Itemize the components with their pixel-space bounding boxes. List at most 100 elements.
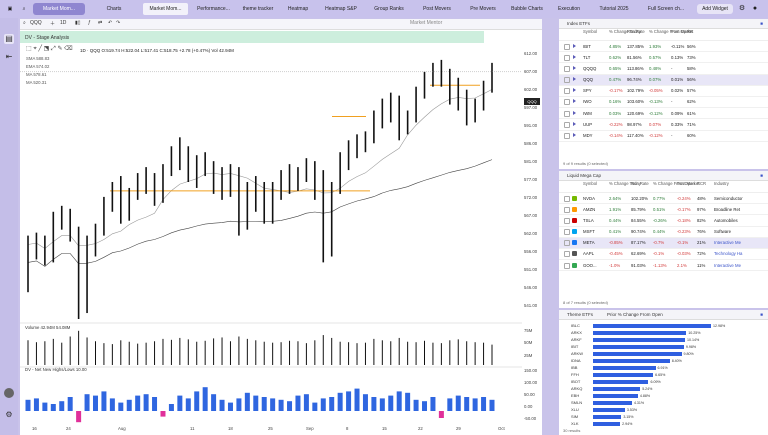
compare-icon[interactable]: ⇄ [98, 20, 103, 26]
table-row[interactable]: AAPL -0.45% 62.69% -0.1% -0.03% 72% Technology… [559, 249, 768, 261]
megacap-col-1[interactable]: % Change Today [609, 181, 641, 186]
table-row[interactable]: SPY -0.17% 102.79% -0.05% 0.02% 57% [559, 86, 768, 97]
table-row[interactable]: AMZN 1.91% 85.79% 0.51% -0.17% 97% Broadline R… [559, 204, 768, 216]
toolbar-symbol[interactable]: QQQ [30, 20, 42, 26]
table-row[interactable]: META -0.85% 87.17% -0.7% -0.1% 21% Interactive… [559, 237, 768, 249]
expand-icon[interactable] [573, 77, 576, 82]
theme-bar[interactable] [593, 330, 687, 335]
tab-bubble-charts[interactable]: Bubble Charts [511, 6, 543, 12]
timeframe-label[interactable]: 1D [60, 20, 67, 26]
user-icon[interactable]: ● [752, 5, 758, 12]
index-col-1[interactable]: % Change Today [609, 29, 641, 34]
row-checkbox[interactable] [564, 251, 570, 258]
index-col-0[interactable]: Symbol [583, 29, 597, 34]
tab-post-movers[interactable]: Post Movers [423, 6, 451, 12]
tab-theme-tracker[interactable]: theme tracker [242, 6, 274, 12]
expand-icon[interactable] [573, 54, 576, 59]
tab-heatmap[interactable]: Heatmap [287, 6, 309, 12]
index-col-3[interactable]: % Change From Open [649, 29, 691, 34]
theme-bar[interactable] [593, 323, 711, 328]
theme-bar[interactable] [593, 351, 682, 356]
add-widget-button[interactable]: Add Widget [697, 4, 733, 14]
row-checkbox[interactable] [564, 43, 570, 50]
undo-icon[interactable]: ↶ [108, 20, 113, 26]
gear-icon[interactable]: ⚙ [738, 5, 746, 12]
row-checkbox[interactable] [564, 240, 570, 247]
redo-icon[interactable]: ↷ [116, 20, 121, 26]
tab-tutorial[interactable]: Tutorial 2025 [599, 6, 629, 12]
table-row[interactable]: GOO... -1.0% 91.03% -1.13% 2.1% 11% Interactiv… [559, 260, 768, 272]
search-icon[interactable]: ⌕ [22, 6, 26, 12]
row-checkbox[interactable] [564, 99, 570, 106]
theme-bar[interactable] [593, 421, 621, 426]
megacap-col-6[interactable]: Industry [714, 181, 729, 186]
theme-bar[interactable] [593, 386, 641, 391]
plus-icon[interactable]: ＋ [50, 21, 56, 27]
panel-menu-icon[interactable]: ■ [760, 21, 763, 26]
row-checkbox[interactable] [564, 121, 570, 128]
expand-icon[interactable] [573, 121, 576, 126]
megacap-col-5[interactable]: RCR [697, 181, 707, 186]
theme-bar[interactable] [593, 344, 684, 349]
megacap-col-3[interactable]: % Change From Open [653, 181, 695, 186]
theme-bar[interactable] [593, 365, 656, 370]
row-checkbox[interactable] [564, 195, 570, 202]
row-checkbox[interactable] [564, 54, 570, 61]
table-row[interactable]: MSFT 0.41% 90.74% 0.44% -0.23% 76% Software [559, 227, 768, 238]
table-row[interactable]: IWO 0.16% 103.60% -0.13% - 62% [559, 97, 768, 109]
collapse-icon[interactable]: ⇤ [5, 52, 13, 61]
row-checkbox[interactable] [564, 65, 570, 72]
theme-etfs-subtitle[interactable]: Prior % Change From Open [607, 312, 663, 317]
table-row[interactable]: QQQQ 0.65% 113.86% 0.48% - 58% [559, 63, 768, 75]
tab-performance[interactable]: Performance... [197, 6, 230, 12]
theme-bar[interactable] [593, 414, 622, 419]
expand-icon[interactable] [573, 99, 576, 104]
index-col-4[interactable]: Post Market [671, 29, 694, 34]
table-row[interactable]: TLT 0.62% 81.56% 0.57% 0.13% 73% [559, 52, 768, 64]
index-col-2[interactable]: Run Rate [627, 29, 645, 34]
table-row[interactable]: MDY -0.14% 117.40% -0.12% - 60% [559, 131, 768, 142]
row-checkbox[interactable] [564, 206, 570, 213]
table-row[interactable]: UUP -0.22% 98.97% 0.07% 0.33% 71% [559, 119, 768, 131]
row-checkbox[interactable] [564, 77, 570, 84]
megacap-col-2[interactable]: Run Rate [631, 181, 649, 186]
expand-icon[interactable] [573, 88, 576, 93]
theme-bar[interactable] [593, 379, 649, 384]
row-checkbox[interactable] [564, 217, 570, 224]
theme-bar[interactable] [593, 358, 670, 363]
market-mentor-label[interactable]: Market Mentor [410, 20, 443, 26]
price-chart[interactable] [20, 41, 522, 424]
theme-bar[interactable] [593, 337, 686, 342]
tab-market-momentum-2[interactable]: Market Mom... [143, 3, 188, 15]
avatar[interactable] [4, 388, 14, 398]
drawing-tools[interactable]: ⬚ ⌖ ╱ ⬔ ⤢ ✎ ⌫ [26, 46, 73, 52]
row-checkbox[interactable] [564, 110, 570, 117]
row-checkbox[interactable] [564, 133, 570, 139]
table-row[interactable]: IBIT 4.85% 137.85% 1.93% -0.11% 56% [559, 41, 768, 53]
indicators-icon[interactable]: ƒ [88, 20, 91, 26]
table-row[interactable]: QQQ 0.47% 96.74% 0.07% 0.01% 56% [559, 74, 768, 86]
tab-full-screen[interactable]: Full Screen ch... [647, 6, 685, 12]
megacap-col-0[interactable]: Symbol [583, 181, 597, 186]
theme-bar[interactable] [593, 407, 625, 412]
tab-heatmap-sp[interactable]: Heatmap S&P [325, 6, 357, 12]
tab-pre-movers[interactable]: Pre Movers [470, 6, 496, 12]
row-checkbox[interactable] [564, 262, 570, 269]
row-checkbox[interactable] [564, 229, 570, 236]
expand-icon[interactable] [573, 110, 576, 115]
index-col-5[interactable]: RS [687, 29, 693, 34]
theme-bar[interactable] [593, 400, 632, 405]
layout-icon[interactable]: ▤ [4, 34, 14, 44]
megacap-col-4[interactable]: Post Market [677, 181, 700, 186]
panel-menu-icon[interactable]: ■ [760, 173, 763, 178]
table-row[interactable]: NVDA 2.64% 102.20% 0.77% -0.24% 48% Semiconduc… [559, 193, 768, 205]
expand-icon[interactable] [573, 133, 576, 137]
tab-group-ranks[interactable]: Group Ranks [374, 6, 404, 12]
chart-search-icon[interactable]: ⌕ [23, 20, 26, 26]
expand-icon[interactable] [573, 65, 576, 70]
settings-icon[interactable]: ⚙ [5, 410, 13, 419]
table-row[interactable]: IWM 0.03% 120.69% -0.12% 0.09% 61% [559, 108, 768, 120]
row-checkbox[interactable] [564, 88, 570, 95]
table-row[interactable]: TSLA 0.44% 84.55% -0.26% -0.18% 82% Automobile… [559, 215, 768, 227]
tab-market-momentum[interactable]: Market Mom... [33, 3, 85, 15]
